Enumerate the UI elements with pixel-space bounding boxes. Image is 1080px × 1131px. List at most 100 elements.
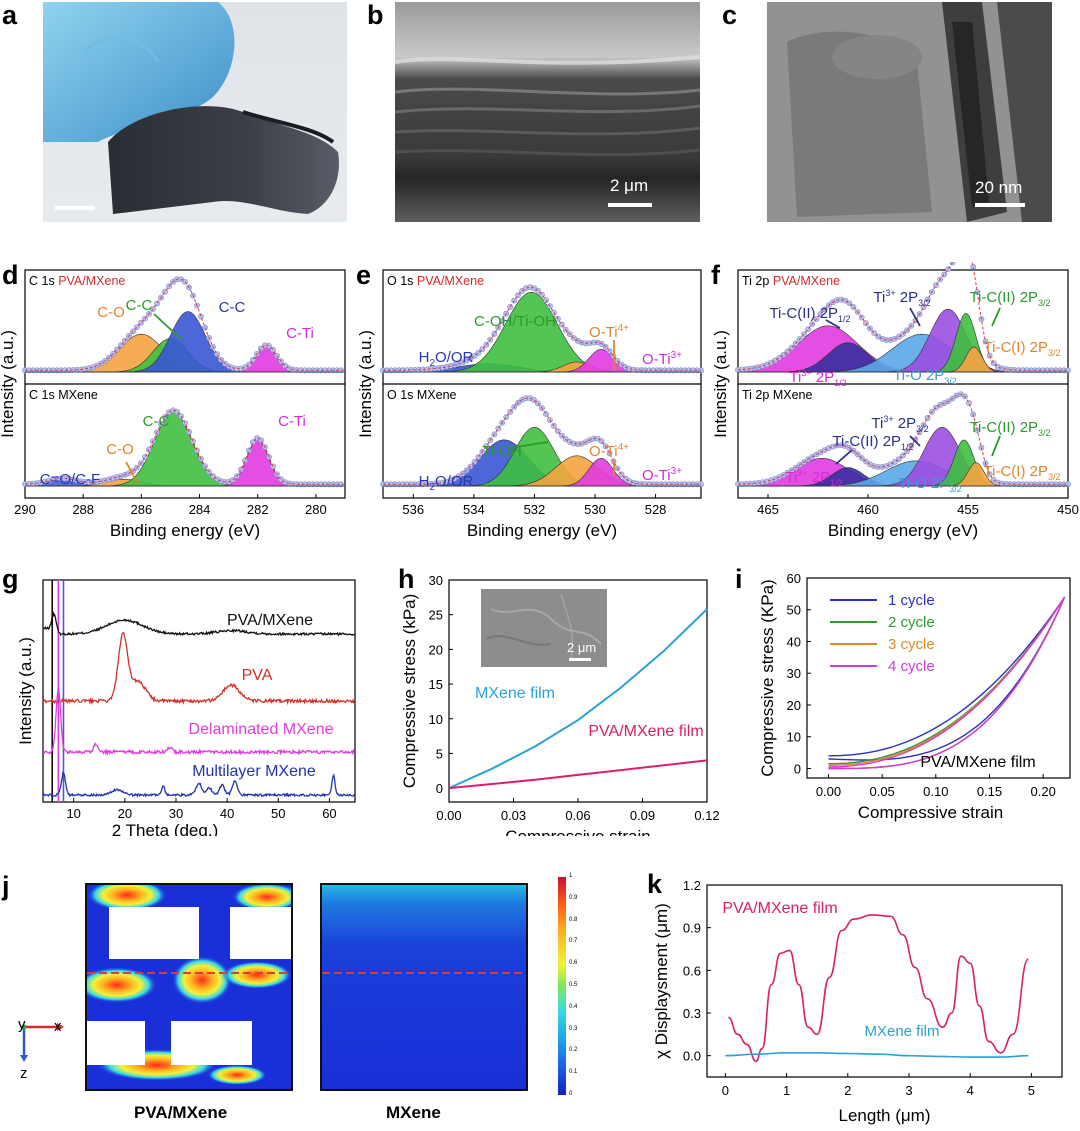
d-1-peak-label-2: C-C bbox=[143, 413, 170, 430]
f-0-envelope bbox=[737, 262, 1068, 371]
f-title-sample: PVA/MXene bbox=[773, 274, 840, 288]
caption-pva-mxene: PVA/MXene bbox=[134, 1103, 228, 1122]
e-1-title: O 1s MXene bbox=[387, 388, 457, 402]
f-0-datapoint bbox=[986, 352, 993, 359]
film-photo bbox=[43, 2, 347, 222]
d-1-envelope bbox=[24, 409, 343, 485]
cyclic-stress-chart: 0 10 20 30 40 50 60 0.00 0.05 0.10 0.15 0.20 1 cycle… bbox=[758, 571, 1071, 822]
f-xtick-label: 450 bbox=[1057, 502, 1079, 517]
g-series-1 bbox=[42, 631, 355, 706]
axis-z-label: z bbox=[20, 1065, 28, 1082]
g-xtick-label: 50 bbox=[271, 806, 285, 821]
i-ytick-label: 20 bbox=[787, 698, 801, 713]
d-0-peak-label-1: C-C bbox=[126, 297, 153, 314]
h-label-mxene: MXene film bbox=[475, 685, 555, 702]
panel-label-a: a bbox=[2, 0, 18, 30]
e-1-datapoint bbox=[606, 450, 613, 457]
h-ytick-label: 0 bbox=[436, 781, 443, 796]
e-0-peak-label-3: O-Ti3+ bbox=[642, 350, 682, 368]
k-series-1 bbox=[725, 1052, 1029, 1058]
i-load-0 bbox=[828, 596, 1066, 757]
f-1-arrow-1 bbox=[835, 449, 853, 465]
h-ytick-label: 25 bbox=[429, 608, 443, 623]
e-xtick-label: 532 bbox=[524, 502, 546, 517]
panel-label-b: b bbox=[367, 0, 384, 30]
i-legend-label-1: 2 cycle bbox=[888, 614, 935, 631]
d-title-core: C 1s bbox=[29, 274, 58, 288]
tem-image: 20 nm bbox=[767, 2, 1052, 222]
f-1-arrow-3 bbox=[909, 435, 921, 447]
d-0-arrow-1 bbox=[153, 313, 183, 341]
g-xlabel: 2 Theta (deg.) bbox=[112, 821, 218, 836]
d-xtick-label: 280 bbox=[305, 502, 327, 517]
colorbar-tick-label: 0 bbox=[569, 1091, 573, 1097]
f-title-core: Ti 2p bbox=[742, 388, 773, 402]
k-ytick-label: 0.0 bbox=[683, 1049, 701, 1064]
f-1-peak-label-5: Ti-C(I) 2P3/2 bbox=[984, 463, 1061, 482]
i-legend-label-0: 1 cycle bbox=[888, 592, 935, 609]
d-1-title: C 1s MXene bbox=[29, 388, 98, 402]
e-title-core: O 1s bbox=[387, 388, 417, 402]
i-unload-3 bbox=[828, 596, 1066, 770]
colorbar bbox=[558, 877, 566, 1095]
displacement-chart-wrap: 0.0 0.3 0.6 0.9 1.2 0 1 2 3 4 5 PVA/MXene film MXene… bbox=[652, 878, 1063, 1125]
e-0-peak-label-0: H2O/OR bbox=[419, 349, 474, 369]
colorbar-tick-label: 0.2 bbox=[569, 1047, 578, 1054]
g-series-label-2: Delaminated MXene bbox=[189, 721, 334, 738]
h-xlabel: Compressive strain bbox=[505, 827, 651, 836]
h-xtick-label: 0.09 bbox=[630, 808, 655, 823]
colorbar-tick-label: 0.8 bbox=[569, 916, 578, 923]
colorbar-tick-label: 0.5 bbox=[569, 982, 578, 988]
k-ytick-label: 0.6 bbox=[683, 963, 701, 978]
e-1-arrow-1 bbox=[509, 441, 549, 449]
f-0-arrow-1 bbox=[825, 319, 841, 329]
f-1-peak-label-3: Ti3+ 2P3/2 bbox=[871, 414, 928, 434]
colorbar-tick-label: 0.1 bbox=[569, 1069, 578, 1076]
i-xtick-label: 0.10 bbox=[923, 784, 948, 799]
axis-triad bbox=[20, 1023, 64, 1062]
k-ytick-label: 1.2 bbox=[683, 878, 701, 893]
g-series-label-1: PVA bbox=[242, 667, 273, 684]
i-xlabel: Compressive strain bbox=[858, 803, 1004, 822]
xps-chart-e: O 1s PVA/MXene H2O/OR C-OH/Ti-OH O-Ti4+ O-Ti… bbox=[356, 269, 704, 540]
colorbar-tick-label: 0.6 bbox=[569, 960, 578, 967]
i-annotation: PVA/MXene film bbox=[920, 754, 1035, 771]
d-1-datapoint bbox=[246, 447, 252, 454]
k-frame bbox=[706, 884, 1063, 1078]
f-0-arrow-3 bbox=[909, 307, 921, 327]
e-xtick-label: 528 bbox=[645, 502, 667, 517]
g-frame bbox=[42, 579, 356, 803]
e-xtick-label: 536 bbox=[402, 502, 424, 517]
k-label-mxene: MXene film bbox=[864, 1023, 939, 1040]
d-xtick-label: 286 bbox=[131, 502, 153, 517]
g-series-label-0: PVA/MXene bbox=[227, 612, 313, 629]
d-0-peak-label-3: C-Ti bbox=[286, 325, 314, 342]
f-1-title: Ti 2p MXene bbox=[742, 388, 812, 402]
panel-label-h: h bbox=[398, 564, 415, 594]
f-1-datapoint bbox=[966, 400, 972, 406]
h-series-0 bbox=[448, 608, 708, 790]
e-0-datapoint bbox=[531, 285, 537, 291]
panel-label-d: d bbox=[2, 260, 19, 290]
d-xtick-label: 284 bbox=[189, 502, 211, 517]
d-xtick-label: 290 bbox=[14, 502, 36, 517]
panel-label-g: g bbox=[2, 564, 19, 594]
f-0-peak-label-1: Ti-C(II) 2P1/2 bbox=[769, 305, 850, 324]
panel-label-i: i bbox=[735, 564, 743, 594]
e-1-peak-label-2: O-Ti4+ bbox=[589, 442, 629, 460]
g-series-3 bbox=[42, 771, 355, 798]
f-0-peak-label-4: Ti-C(II) 2P3/2 bbox=[969, 289, 1050, 308]
h-ytick-label: 30 bbox=[429, 573, 443, 588]
g-xtick-label: 60 bbox=[322, 806, 336, 821]
f-xtick-label: 465 bbox=[757, 502, 779, 517]
panel-label-f: f bbox=[711, 260, 720, 290]
h-ytick-label: 15 bbox=[429, 677, 443, 692]
fem-pva-art bbox=[87, 885, 291, 1089]
h-xtick-label: 0.03 bbox=[501, 808, 526, 823]
d-1-datapoint bbox=[270, 463, 276, 470]
d-title-core: C 1s bbox=[29, 388, 58, 402]
g-series-0 bbox=[42, 611, 355, 637]
panel-label-c: c bbox=[722, 0, 738, 30]
g-xtick-label: 40 bbox=[220, 806, 234, 821]
